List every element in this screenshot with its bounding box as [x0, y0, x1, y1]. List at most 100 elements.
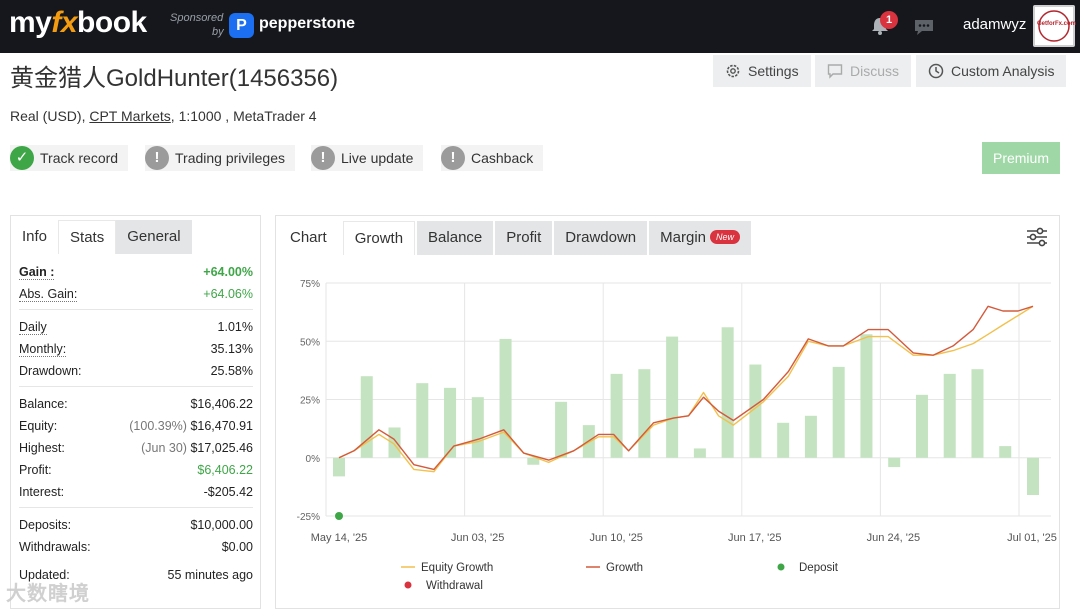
- tab-margin[interactable]: Margin New: [649, 221, 752, 255]
- stat-equity: Equity: (100.39%) $16,470.91: [19, 419, 253, 433]
- avatar-label: GetforFx.com: [1037, 21, 1077, 27]
- stat-abs-gain: Abs. Gain: +64.06%: [19, 287, 253, 302]
- legend-swatch: [777, 563, 785, 571]
- myfxbook-logo[interactable]: myfxbook: [9, 6, 147, 39]
- chart-bar: [749, 364, 762, 458]
- avatar[interactable]: GetforFx.com: [1033, 5, 1077, 47]
- x-tick-label: May 14, '25: [311, 532, 368, 544]
- chart-bar: [999, 446, 1012, 458]
- chart-bar: [333, 457, 345, 477]
- stat-profit: Profit: $6,406.22: [19, 463, 253, 477]
- chart-bar: [777, 422, 790, 458]
- y-tick-label: 0%: [306, 454, 321, 465]
- exclamation-icon: !: [145, 146, 169, 170]
- tab-general[interactable]: General: [116, 220, 192, 254]
- tab-growth[interactable]: Growth: [342, 221, 416, 255]
- stat-monthly: Monthly: 35.13%: [19, 342, 253, 357]
- chart-bar: [666, 336, 679, 458]
- chart-panel: Chart Growth Balance Profit Drawdown Mar…: [275, 215, 1060, 609]
- tab-balance[interactable]: Balance: [417, 221, 494, 255]
- stats-group-deposits: Deposits: $10,000.00 Withdrawals: $0.00 Up…: [19, 508, 253, 590]
- stat-withdrawals: Withdrawals: $0.00: [19, 540, 253, 554]
- y-tick-label: 75%: [300, 279, 320, 290]
- premium-button[interactable]: Premium: [982, 142, 1060, 174]
- sponsored-label: Sponsored by: [170, 12, 224, 38]
- chart-bar: [555, 401, 568, 458]
- stats-group-rates: Daily 1.01% Monthly: 35.13% Drawdown: 25.58…: [19, 310, 253, 387]
- growth-line: [338, 305, 1034, 471]
- stat-balance: Balance: $16,406.22: [19, 397, 253, 411]
- exclamation-icon: !: [441, 146, 465, 170]
- chart-bar: [915, 394, 928, 458]
- gear-icon: [726, 64, 740, 78]
- x-tick-label: Jul 01, '25: [1007, 532, 1057, 544]
- stat-updated: Updated: 55 minutes ago: [19, 568, 253, 582]
- tab-info[interactable]: Info: [22, 228, 48, 245]
- x-tick-label: Jun 24, '25: [867, 532, 920, 544]
- chat-icon[interactable]: [913, 17, 935, 37]
- sponsor-name[interactable]: pepperstone: [259, 15, 356, 32]
- legend-label: Deposit: [799, 562, 839, 574]
- top-bar: myfxbook Sponsored by P pepperstone 1 ada…: [0, 0, 1080, 53]
- badge-trading-privileges[interactable]: ! Trading privileges: [145, 145, 295, 171]
- chart-bar: [1027, 457, 1039, 496]
- legend-label: Withdrawal: [426, 580, 483, 592]
- y-tick-label: 50%: [300, 337, 320, 348]
- y-tick-label: 25%: [300, 396, 320, 407]
- avatar-logo-icon: [1038, 10, 1070, 42]
- chart-bar: [721, 327, 734, 458]
- legend-label: Equity Growth: [421, 562, 493, 574]
- username[interactable]: adamwyz: [963, 16, 1027, 33]
- chart-tabs: Chart Growth Balance Profit Drawdown Mar…: [276, 221, 753, 255]
- new-badge: New: [710, 230, 741, 244]
- stat-drawdown: Drawdown: 25.58%: [19, 364, 253, 378]
- badge-live-update[interactable]: ! Live update: [311, 145, 424, 171]
- chart-bar: [471, 397, 484, 458]
- stats-list: Gain : +64.00% Abs. Gain: +64.06% Daily 1.0…: [19, 259, 253, 590]
- check-icon: ✓: [10, 146, 34, 170]
- custom-analysis-button[interactable]: Custom Analysis: [916, 55, 1067, 87]
- stat-gain: Gain : +64.00%: [19, 265, 253, 280]
- pepperstone-logo-icon[interactable]: P: [229, 13, 254, 38]
- stat-interest: Interest: -$205.42: [19, 485, 253, 499]
- broker-link[interactable]: CPT Markets: [89, 108, 171, 124]
- tab-chart[interactable]: Chart: [290, 229, 327, 246]
- chart-bar: [610, 373, 623, 458]
- chart-settings-icon[interactable]: [1025, 226, 1049, 248]
- stats-panel: Info Stats General Gain : +64.00% Abs. Ga…: [10, 215, 261, 609]
- legend-label: Growth: [606, 562, 643, 574]
- stat-daily: Daily 1.01%: [19, 320, 253, 335]
- badge-cashback[interactable]: ! Cashback: [441, 145, 544, 171]
- x-tick-label: Jun 17, '25: [728, 532, 781, 544]
- chart-bar: [416, 383, 429, 458]
- x-tick-label: Jun 03, '25: [451, 532, 504, 544]
- chart-bar: [527, 457, 540, 465]
- legend-swatch: [404, 581, 412, 589]
- x-tick-label: Jun 10, '25: [589, 532, 642, 544]
- watermark-text: 大数瞎境: [6, 583, 90, 605]
- y-tick-label: -25%: [297, 512, 320, 523]
- chart-bar: [804, 415, 817, 458]
- stat-deposits: Deposits: $10,000.00: [19, 518, 253, 532]
- equity-growth-line: [338, 305, 1034, 473]
- chart-bar: [888, 457, 901, 468]
- stats-group-gain: Gain : +64.00% Abs. Gain: +64.06%: [19, 259, 253, 310]
- page-title: 黄金猎人GoldHunter(1456356): [10, 65, 339, 92]
- growth-chart: 75% 50% 25% 0% -25% May 14, '25 Jun 03, '25 Jun…: [297, 279, 1057, 592]
- chart-bar: [388, 427, 401, 458]
- stat-highest: Highest: (Jun 30) $17,025.46: [19, 441, 253, 455]
- chart-bar: [444, 387, 457, 458]
- tab-drawdown[interactable]: Drawdown: [554, 221, 648, 255]
- chart-bar: [943, 373, 956, 458]
- settings-button[interactable]: Settings: [713, 55, 811, 87]
- tab-profit[interactable]: Profit: [495, 221, 553, 255]
- stats-panel-tabs: Info Stats General: [11, 220, 192, 254]
- account-info: Real (USD), CPT Markets, 1:1000 , MetaTr…: [10, 108, 317, 124]
- tab-stats[interactable]: Stats: [58, 220, 117, 254]
- chart-bar: [832, 366, 845, 458]
- badge-track-record[interactable]: ✓ Track record: [10, 145, 129, 171]
- chart-bar: [860, 334, 873, 458]
- exclamation-icon: !: [311, 146, 335, 170]
- comment-icon: [827, 64, 843, 79]
- discuss-button[interactable]: Discuss: [815, 55, 912, 87]
